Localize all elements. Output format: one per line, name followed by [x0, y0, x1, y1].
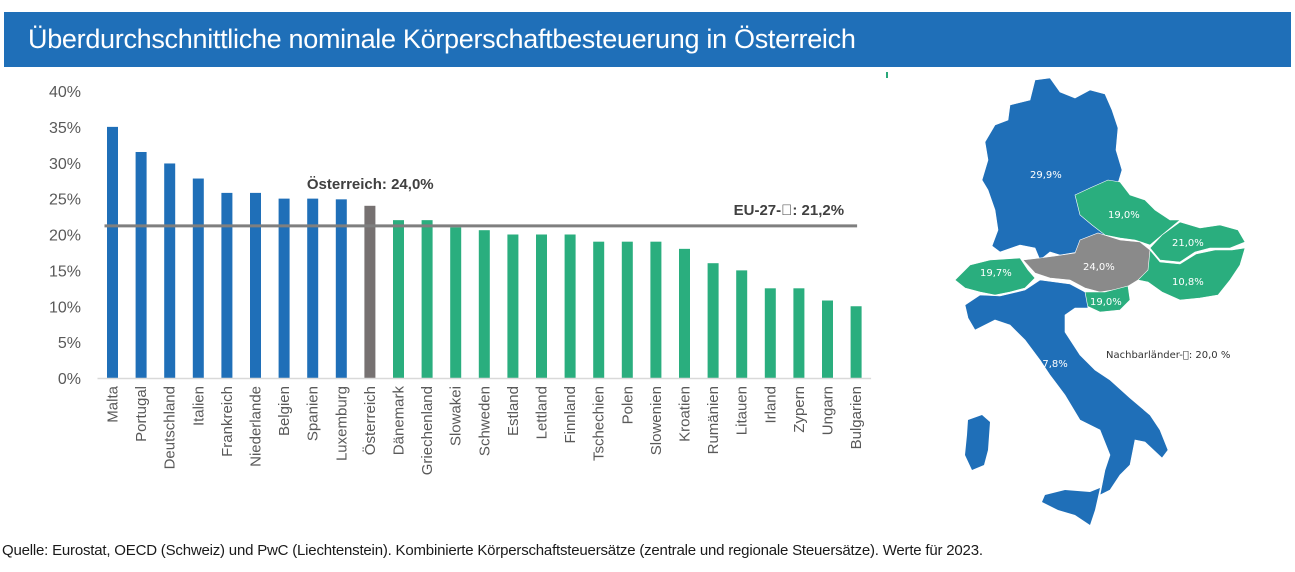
x-tick-label: Polen [619, 386, 636, 424]
bars [107, 126, 862, 378]
x-tick-label: Deutschland [162, 386, 179, 469]
y-tick-label: 0% [58, 371, 81, 388]
bar-litauen [736, 270, 748, 378]
y-tick-label: 40% [49, 84, 81, 101]
x-tick-label: Slowakei [448, 386, 465, 446]
bar-zypern [793, 288, 805, 378]
bar-griechenland [421, 220, 433, 378]
austria-annotation: Österreich: 24,0% [307, 176, 434, 193]
x-tick-label: Schweden [476, 386, 493, 456]
decorative-tick [886, 72, 888, 78]
bar-deutschland [164, 163, 176, 378]
y-tick-label: 30% [49, 156, 81, 173]
x-tick-label: Spanien [305, 386, 322, 441]
map-country-deutschland [981, 77, 1123, 261]
bar-belgien [278, 198, 290, 378]
map-label-schweiz: 19,7% [980, 268, 1012, 279]
eu-average-label: EU-27-⃠: 21,2% [734, 202, 844, 219]
x-tick-label: Slowenien [648, 386, 665, 455]
bar-malta [107, 126, 118, 378]
y-tick-label: 20% [49, 228, 81, 245]
x-tick-label: Rumänien [705, 386, 722, 454]
x-tick-label: Portugal [133, 386, 150, 442]
x-tick-label: Litauen [734, 386, 751, 435]
bar-estland [507, 234, 519, 378]
bar-chart: 0% 5% 10% 15% 20% 25% 30% 35% 40% Malta Portugal D… [49, 84, 872, 475]
bar-spanien [307, 198, 319, 378]
neighbor-map: 29,9% 19,0% 21,0% 10,8% 24,0% 19,7% 19,0… [954, 77, 1246, 525]
x-tick-label: Irland [762, 386, 779, 424]
map-country-italien [964, 279, 1169, 496]
x-axis-labels: Malta Portugal Deutschland Italien Frankreic… [105, 385, 866, 475]
x-tick-label: Österreich [361, 386, 379, 455]
x-tick-label: Belgien [276, 386, 293, 436]
bar-kroatien [679, 248, 690, 378]
y-tick-label: 10% [49, 299, 81, 316]
x-tick-label: Zypern [791, 386, 808, 433]
map-country-slowakei [1149, 221, 1246, 263]
map-label-tschechien: 19,0% [1108, 210, 1140, 221]
map-island-sardinien [965, 415, 990, 470]
map-country-tschechien [1074, 179, 1181, 246]
bar-niederlande [250, 192, 261, 378]
x-tick-label: Niederlande [248, 386, 265, 467]
x-tick-label: Malta [105, 385, 122, 422]
map-label-oesterreich: 24,0% [1083, 262, 1115, 273]
x-tick-label: Kroatien [677, 386, 694, 442]
map-country-slowenien [1084, 285, 1131, 313]
bar-lettland [536, 234, 547, 378]
y-tick-label: 5% [58, 335, 81, 352]
x-tick-label: Frankreich [219, 386, 236, 457]
map-island-sizilien [1042, 488, 1100, 525]
x-tick-label: Dänemark [391, 386, 408, 456]
bar-frankreich [221, 192, 233, 378]
page-title: Überdurchschnittliche nominale Körpersch… [28, 24, 856, 54]
bar-ungarn [822, 300, 833, 378]
bar-luxemburg [335, 199, 347, 378]
x-tick-label: Ungarn [820, 386, 837, 435]
bar-irland [764, 288, 776, 378]
neighbor-average-note: Nachbarländer-⃠: 20,0 % [1106, 350, 1230, 361]
bar-polen [621, 241, 633, 378]
bar-bulgarien [850, 306, 862, 378]
bar-schweden [478, 230, 490, 378]
title-bar: Überdurchschnittliche nominale Körpersch… [4, 12, 1291, 67]
map-country-schweiz [954, 257, 1036, 296]
bar-slowakei [450, 227, 462, 378]
x-tick-label: Bulgarien [848, 386, 865, 449]
y-tick-label: 35% [49, 120, 81, 137]
map-country-ungarn [1137, 247, 1246, 301]
y-tick-label: 25% [49, 192, 81, 209]
map-label-italien: 27,8% [1036, 359, 1068, 370]
bar-tschechien [593, 241, 605, 378]
bar-portugal [135, 151, 147, 378]
x-tick-label: Lettland [534, 386, 551, 439]
source-note: Quelle: Eurostat, OECD (Schweiz) und PwC… [2, 542, 983, 559]
x-tick-label: Griechenland [419, 386, 436, 475]
y-tick-label: 15% [49, 263, 81, 280]
y-axis: 0% 5% 10% 15% 20% 25% 30% 35% 40% [49, 84, 81, 388]
map-label-slowakei: 21,0% [1172, 238, 1204, 249]
bar-österreich [364, 205, 376, 378]
x-tick-label: Tschechien [591, 386, 608, 461]
map-label-slowenien: 19,0% [1090, 297, 1122, 308]
bar-finnland [564, 234, 576, 378]
bar-slowenien [650, 241, 662, 378]
map-country-oesterreich [1022, 232, 1151, 293]
x-tick-label: Finnland [562, 386, 579, 444]
x-tick-label: Luxemburg [333, 386, 350, 461]
bar-dänemark [393, 220, 404, 378]
x-tick-label: Italien [190, 386, 207, 426]
bar-italien [192, 178, 204, 378]
x-tick-label: Estland [505, 386, 522, 436]
map-label-ungarn: 10,8% [1172, 277, 1204, 288]
bar-rumänien [707, 263, 719, 378]
map-label-deutschland: 29,9% [1030, 170, 1062, 181]
